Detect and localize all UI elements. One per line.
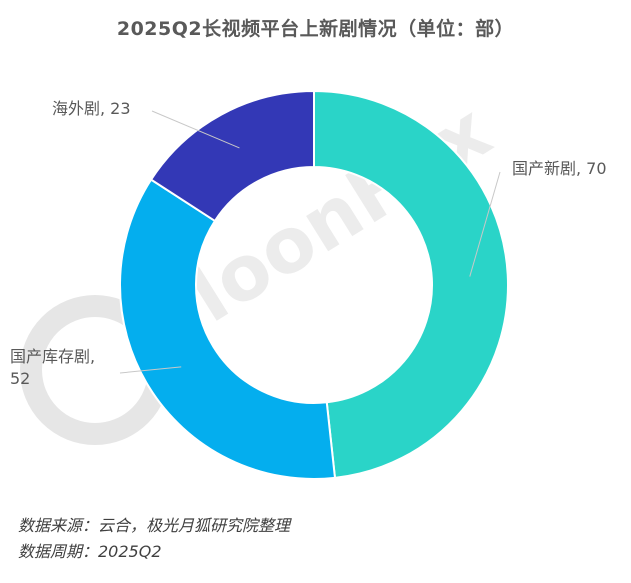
leader-line-3: [151, 110, 240, 149]
source-note: 数据来源：云合，极光月狐研究院整理: [18, 516, 291, 535]
donut-slice-3: [149, 89, 315, 223]
period-note: 数据周期：2025Q2: [18, 542, 162, 561]
data-label-3: 海外剧, 23: [52, 99, 131, 118]
donut-slice-2: [119, 178, 337, 480]
leader-line-2: [119, 366, 182, 374]
chart-title: 2025Q2长视频平台上新剧情况（单位：部）: [116, 18, 515, 40]
data-label-1: 国产新剧, 70: [512, 159, 607, 178]
leader-line-1: [469, 171, 501, 277]
donut-slice-1: [313, 89, 509, 479]
data-label-2: 国产库存剧, 52: [10, 347, 95, 388]
